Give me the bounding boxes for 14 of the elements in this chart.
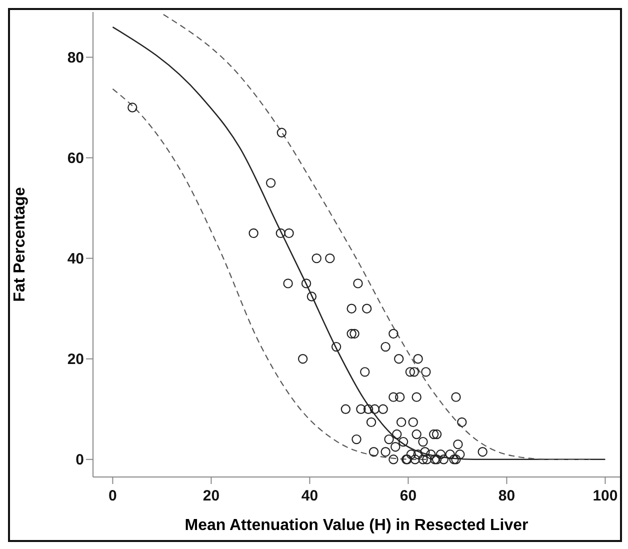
y-tick-label: 0 xyxy=(76,452,84,469)
y-tick-label: 20 xyxy=(67,351,84,368)
y-tick-label: 60 xyxy=(67,150,84,168)
line-series xyxy=(162,14,591,460)
x-tick-label: 0 xyxy=(108,488,117,505)
x-tick-label: 20 xyxy=(202,488,220,505)
y-tick-label: 40 xyxy=(67,250,84,268)
y-tick-label: 80 xyxy=(67,50,84,67)
x-tick-label: 60 xyxy=(400,488,417,505)
y-axis-title: Fat Percentage xyxy=(12,187,29,302)
x-axis-title: Mean Attenuation Value (H) in Resected Liver xyxy=(184,517,528,534)
x-tick-label: 80 xyxy=(498,488,516,505)
x-tick-label: 40 xyxy=(301,488,318,505)
x-tick-label: 100 xyxy=(592,488,618,505)
